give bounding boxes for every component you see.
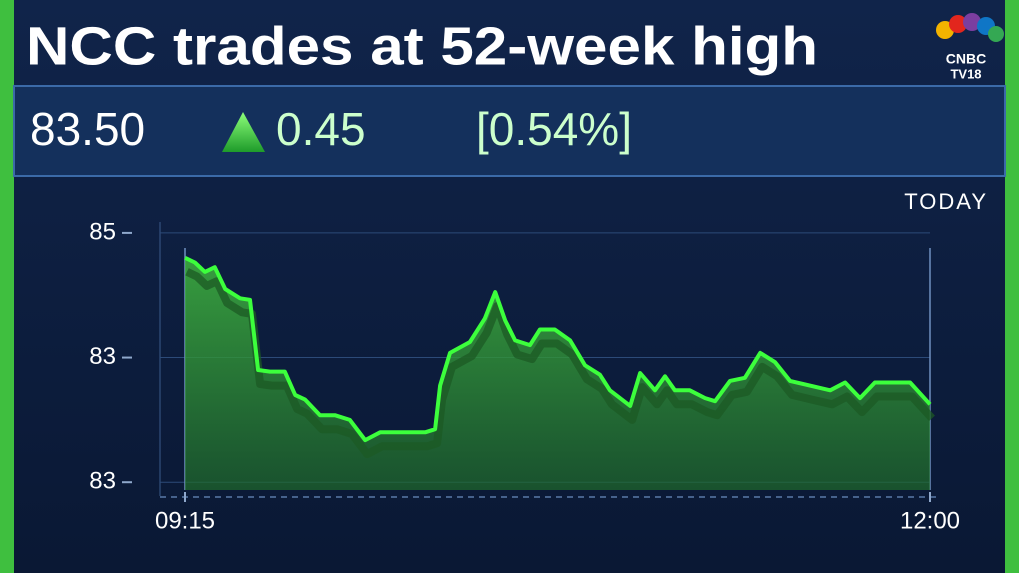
line <box>184 255 932 443</box>
quote-box <box>13 85 1006 177</box>
y-tick-label: 85 <box>89 218 116 245</box>
headline: NCC trades at 52-week high <box>26 16 818 76</box>
up-arrow <box>222 112 265 152</box>
change: 0.45 <box>276 103 366 155</box>
line-shadow <box>185 268 935 459</box>
logo-petal <box>988 26 1004 42</box>
logo-text: CNBC <box>946 51 986 67</box>
change-percent: [0.54%] <box>476 103 632 155</box>
price: 83.50 <box>30 103 145 155</box>
left-border <box>0 0 14 573</box>
period-label: TODAY <box>904 189 988 214</box>
area <box>185 257 930 490</box>
logo: CNBC TV18 <box>936 13 1004 81</box>
logo-text: TV18 <box>950 66 981 81</box>
right-border <box>1005 0 1019 573</box>
logo-petal <box>963 13 981 31</box>
y-tick-label: 83 <box>89 468 116 495</box>
x-tick-label: 09:15 <box>155 507 215 534</box>
x-tick-label: 12:00 <box>900 507 960 534</box>
plot: 85 83 83 09:15 12:00 <box>89 218 960 534</box>
logo-petal <box>949 15 967 33</box>
y-tick-label: 83 <box>89 343 116 370</box>
